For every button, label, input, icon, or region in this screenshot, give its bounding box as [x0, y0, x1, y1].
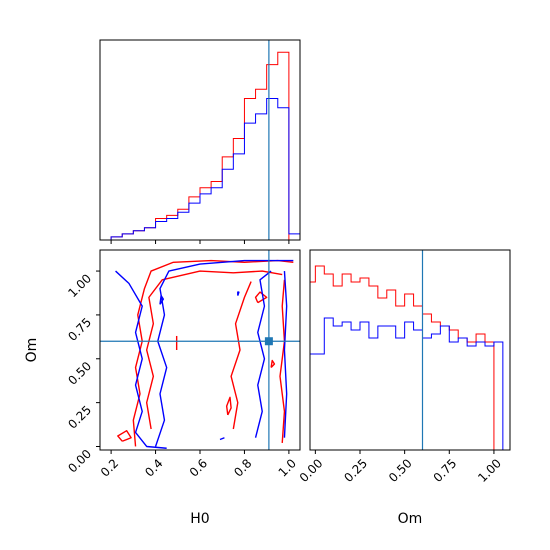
- contour-series-1-path-2: [254, 270, 272, 438]
- h0-tick-label-1: 0.4: [142, 456, 165, 479]
- om-tick-label-3: 0.75: [65, 315, 94, 344]
- h0-histogram-series-0: [100, 51, 300, 241]
- contour-lines: [115, 259, 294, 449]
- h0-marginal-histogram: [99, 39, 301, 244]
- contour-series-1-path-3: [283, 271, 288, 438]
- contour-series-0-path-6: [225, 396, 232, 416]
- om-hist-tick-label-1: 0.25: [341, 456, 370, 485]
- x-axis-label-h0: H0: [190, 511, 209, 527]
- contour-series-0-path-7: [270, 359, 276, 369]
- h0-tick-label-2: 0.6: [187, 456, 210, 479]
- y-axis-label-om: Om: [24, 338, 40, 363]
- om-marginal-histogram: 0.00 0.25 0.50 0.75 1.00: [297, 249, 511, 485]
- om-tick-label-0: 0.00: [65, 447, 94, 476]
- om-tick-label-1: 0.25: [65, 403, 94, 432]
- om-tick-label-4: 1.00: [65, 271, 94, 300]
- x-axis-label-om: Om: [398, 511, 423, 527]
- contour-series-1-path-5: [237, 291, 240, 296]
- om-hist-tick-label-3: 0.75: [431, 456, 460, 485]
- contour-series-0-path-0: [132, 259, 294, 447]
- contour-frame: [99, 249, 301, 451]
- contour-series-0-path-1: [145, 270, 283, 430]
- contour-series-1-path-0: [115, 270, 167, 449]
- om-histogram-series-0: [309, 265, 503, 451]
- contour-series-1-path-1: [154, 259, 294, 447]
- om-hist-tick-label-2: 0.50: [386, 456, 415, 485]
- h0-om-contour-plot: 0.2 0.4 0.6 0.8 1.0 0.00 0.25 0.50 0.75 1.00: [65, 249, 301, 480]
- contour-truth-marker: [264, 337, 273, 346]
- om-hist-tick-label-0: 0.00: [297, 456, 326, 485]
- h0-tick-label-0: 0.2: [98, 456, 121, 479]
- contour-series-1-path-6: [219, 437, 225, 441]
- contour-series-1-path-4: [159, 294, 165, 305]
- om-histogram-frame: [309, 249, 511, 451]
- contour-series-0-path-3: [279, 279, 286, 444]
- om-histogram-series-1: [309, 317, 504, 450]
- h0-tick-label-3: 0.8: [231, 456, 254, 479]
- contour-series-0-path-8: [254, 291, 268, 304]
- contour-series-0-path-2: [230, 281, 252, 430]
- om-hist-tick-label-4: 1.00: [475, 456, 504, 485]
- h0-tick-label-4: 1.0: [276, 456, 299, 479]
- h0-histogram-series-1: [100, 97, 300, 241]
- h0-histogram-frame: [99, 39, 301, 241]
- contour-series-0-path-4: [117, 430, 132, 442]
- om-tick-label-2: 0.50: [65, 359, 94, 388]
